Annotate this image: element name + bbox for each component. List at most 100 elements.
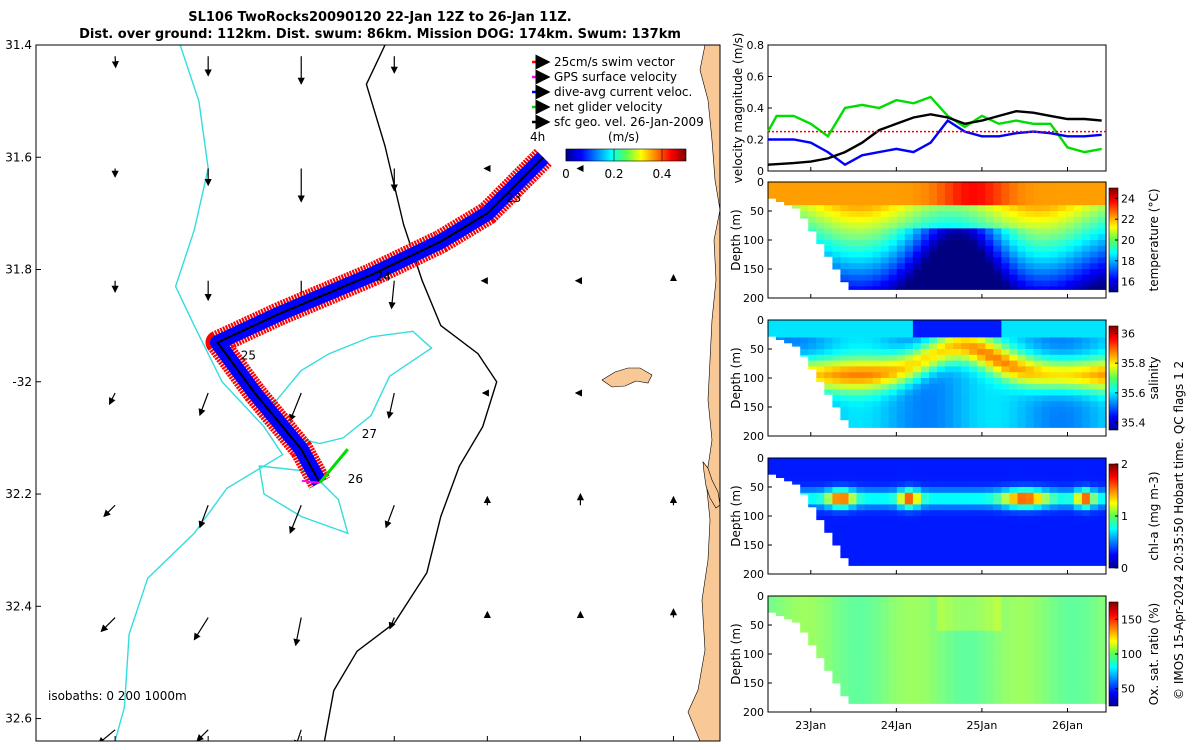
section-cell [1089, 516, 1099, 523]
section-cell [832, 263, 841, 270]
section-cell [1081, 211, 1091, 218]
section-cell [824, 510, 833, 517]
section-cell [912, 636, 922, 643]
section-cell [840, 683, 849, 690]
section-cell [856, 407, 866, 414]
section-cell [929, 251, 938, 258]
section-cell [1009, 187, 1018, 195]
section-cell [904, 354, 914, 362]
section-cell [1041, 596, 1051, 603]
section-cell [961, 205, 970, 212]
day-label: 26 [348, 472, 363, 486]
section-cell [768, 458, 777, 465]
section-cell [920, 475, 930, 482]
section-cell [1001, 269, 1010, 276]
section-cell [904, 383, 914, 391]
section-cell [856, 671, 866, 678]
section-cell [920, 320, 930, 327]
colorbar-unit: (m/s) [608, 130, 639, 144]
section-cell [1081, 510, 1091, 517]
section-cell [1025, 360, 1035, 367]
section-cell [888, 642, 898, 649]
section-cell [1065, 550, 1075, 558]
section-cell [1001, 545, 1010, 552]
section-cell [824, 389, 833, 395]
section-cell [1065, 337, 1075, 344]
section-cell [977, 654, 986, 661]
section-cell [832, 320, 841, 327]
section-cell [969, 286, 978, 290]
section-cell [1073, 274, 1083, 282]
section-cell [969, 193, 978, 200]
section-cell [1065, 521, 1075, 529]
section-cell [840, 383, 849, 391]
section-cell [1017, 325, 1027, 333]
section-cell [1073, 412, 1083, 420]
section-cell [1041, 504, 1051, 511]
section-cell [953, 694, 962, 701]
section-cell [1089, 263, 1099, 270]
section-cell [961, 550, 970, 558]
section-cell [816, 619, 825, 626]
section-cell [937, 240, 946, 247]
section-cell [1057, 492, 1067, 500]
section-cell [1057, 469, 1067, 476]
section-cell [1089, 648, 1099, 655]
section-cell [920, 222, 930, 229]
section-cell [872, 654, 882, 661]
section-cell [977, 360, 986, 367]
section-cell [969, 366, 978, 373]
section-cell [1025, 619, 1035, 626]
section-cell [1033, 504, 1043, 511]
section-cell [953, 700, 962, 704]
section-cell [1089, 269, 1099, 276]
section-cell [896, 659, 906, 667]
section-cell [912, 625, 922, 632]
section-cell [977, 700, 986, 704]
section-cell [961, 683, 970, 690]
section-cell [880, 688, 890, 696]
section-cell [1065, 562, 1075, 566]
section-cell [937, 665, 946, 672]
section-cell [937, 671, 946, 678]
section-cell [848, 401, 858, 408]
geostrophic-arrow [97, 729, 116, 741]
section-cell [1009, 510, 1018, 517]
section-cell [953, 251, 962, 258]
section-cell [937, 688, 946, 696]
section-cell [1017, 475, 1027, 482]
section-cell [840, 216, 849, 224]
section-cell [1089, 205, 1099, 212]
section-cell [1089, 320, 1099, 327]
section-cell [945, 372, 954, 379]
date-tick-label: 23Jan [795, 719, 826, 732]
section-cell [1033, 228, 1043, 235]
section-cell [832, 642, 841, 649]
section-cell [848, 539, 858, 546]
section-cell [1001, 418, 1010, 425]
section-cell [1065, 401, 1075, 408]
section-cell [945, 545, 954, 552]
section-cell [920, 372, 930, 379]
section-cell [945, 366, 954, 373]
section-cell [832, 360, 841, 367]
section-cell [1041, 648, 1051, 655]
section-cell [1009, 274, 1018, 282]
section-cell [848, 527, 858, 534]
section-cell [1049, 418, 1059, 425]
section-cell [945, 424, 954, 428]
section-cell [985, 665, 994, 672]
section-cell [1081, 280, 1091, 287]
section-cell [953, 510, 962, 517]
section-cell [832, 331, 841, 338]
section-cell [1001, 613, 1010, 620]
section-cell [1033, 251, 1043, 258]
section-cell [1025, 463, 1035, 471]
section-cell [912, 642, 922, 649]
section-cell [937, 613, 946, 620]
section-cell [929, 700, 938, 704]
section-ytick-label: 200 [743, 568, 764, 581]
section-cell [872, 216, 882, 224]
section-cell [977, 389, 986, 396]
section-cell [880, 613, 890, 620]
